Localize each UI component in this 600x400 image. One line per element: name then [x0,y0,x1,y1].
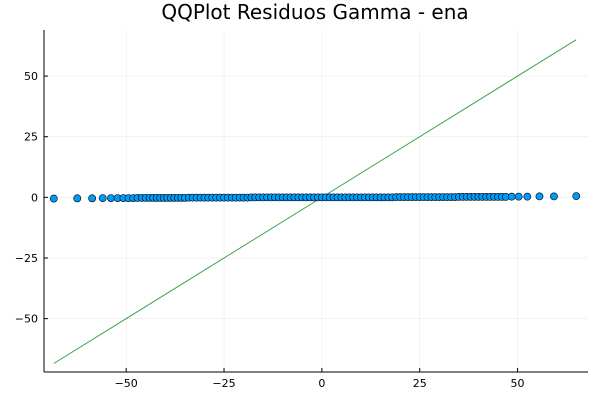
x-tick-label-1: −25 [212,377,235,390]
data-point-108 [535,192,544,201]
grid [44,30,588,372]
reference-line [53,39,577,364]
data-point-109 [550,192,558,201]
x-tick-labels: −50 −25 0 25 50 [115,377,525,390]
data-point-2 [88,194,97,203]
chart-title: QQPlot Residuos Gamma - ena [161,0,468,24]
x-tick-label-3: 25 [413,377,427,390]
data-point-1 [73,194,82,203]
x-tick-label-4: 50 [511,377,525,390]
data-point-105 [507,192,516,201]
data-point-106 [514,192,523,201]
data-point-110 [572,192,581,201]
y-tick-label-1: −25 [15,252,38,265]
y-tick-label-0: −50 [15,313,38,326]
data-point-4 [107,194,115,202]
axes [43,30,588,373]
x-tick-label-0: −50 [115,377,138,390]
y-tick-label-4: 50 [24,70,38,83]
data-point-3 [98,194,107,202]
data-point-107 [523,192,532,201]
data-point-0 [49,194,58,203]
y-tick-label-2: 0 [31,191,38,204]
y-tick-label-3: 25 [24,131,38,144]
x-tick-label-2: 0 [318,377,325,390]
data-series [49,39,581,364]
y-tick-labels: −50 −25 0 25 50 [15,70,38,326]
